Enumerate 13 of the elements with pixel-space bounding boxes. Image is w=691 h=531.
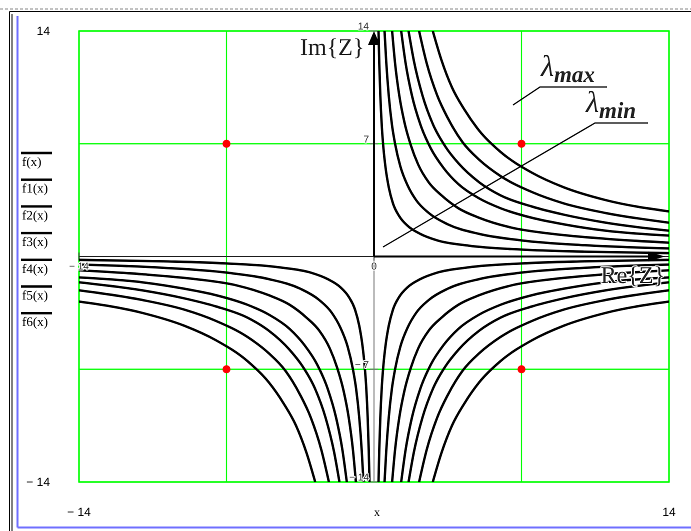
annotation: Im{Z} bbox=[300, 35, 364, 61]
legend-label: f1(x) bbox=[22, 180, 48, 196]
annotation: λ$_{max}$ bbox=[540, 50, 595, 87]
x-axis-title: x bbox=[374, 505, 380, 519]
legend-label: f(x) bbox=[22, 154, 42, 169]
legend-label: f6(x) bbox=[22, 314, 48, 330]
legend-label: f2(x) bbox=[22, 207, 48, 222]
legend-label: f3(x) bbox=[22, 234, 48, 250]
y2-tick-label: 14 bbox=[358, 22, 370, 32]
legend-label: f5(x) bbox=[22, 288, 48, 302]
annotation: λ$_{min}$ bbox=[585, 86, 636, 123]
y2-tick-label: 7 bbox=[363, 134, 370, 146]
legend-label: f4(x) bbox=[22, 260, 48, 276]
